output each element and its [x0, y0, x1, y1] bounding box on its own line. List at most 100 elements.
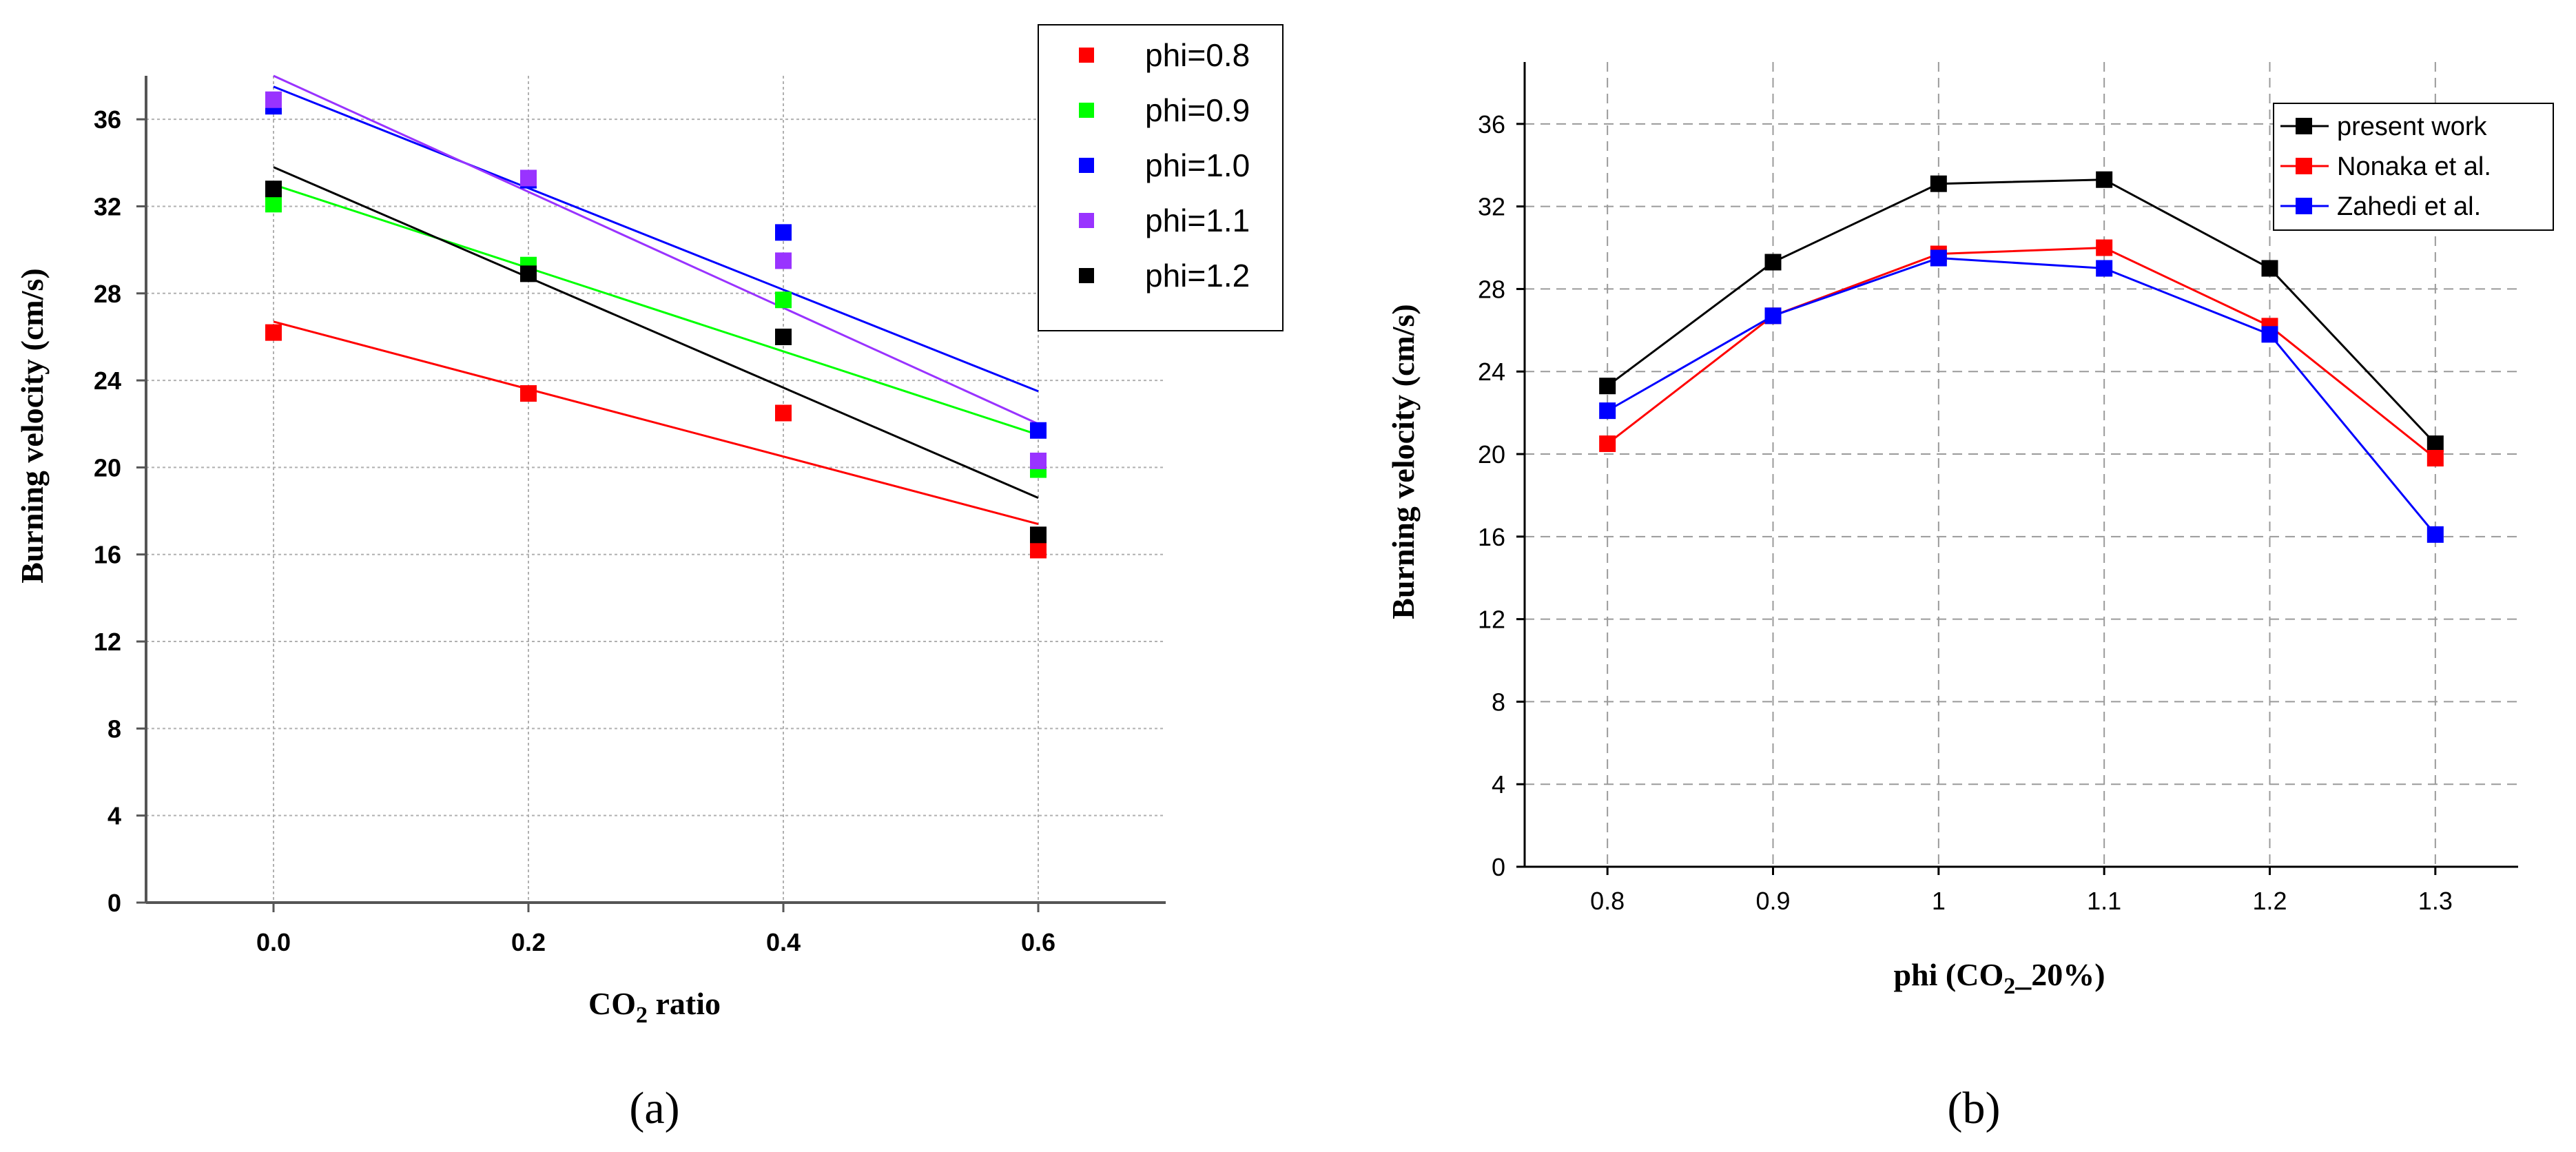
a-x-axis-title-sub: 2: [636, 1002, 648, 1028]
a-y-tick-label-3: 12: [94, 628, 121, 656]
a-legend-label-3: phi=1.1: [1145, 203, 1250, 238]
b-x-axis-title-sub: 2: [2003, 974, 2015, 999]
b-data-points: [1599, 171, 2444, 543]
a-point-3-2: [775, 252, 792, 269]
b-y-tick-label-0: 0: [1492, 853, 1505, 881]
a-legend-marker-3: [1079, 213, 1094, 228]
a-x-tick-label-2: 0.4: [766, 928, 801, 956]
a-axes: [136, 76, 1166, 912]
a-point-0-2: [775, 404, 792, 422]
b-series-line-2: [1607, 256, 2436, 535]
b-point-2-4: [2261, 326, 2278, 343]
a-fit-line-1: [273, 183, 1039, 436]
a-y-tick-label-2: 8: [107, 714, 121, 743]
b-y-tick-label-4: 16: [1478, 523, 1505, 551]
b-point-2-3: [2096, 260, 2113, 277]
a-y-tick-label-9: 36: [94, 105, 121, 134]
a-x-tick-label-0: 0.0: [256, 928, 291, 956]
a-legend-marker-4: [1079, 268, 1094, 283]
a-fit-line-3: [273, 74, 1039, 425]
b-point-1-0: [1599, 435, 1616, 453]
b-point-2-1: [1764, 307, 1782, 325]
b-y-tick-label-9: 36: [1478, 110, 1505, 138]
a-x-tick-label-3: 0.6: [1021, 928, 1055, 956]
b-series-line-1: [1607, 247, 2436, 460]
a-point-1-2: [775, 291, 792, 309]
a-y-tick-label-4: 16: [94, 541, 121, 569]
b-point-0-2: [1930, 175, 1947, 192]
b-point-0-5: [2426, 435, 2444, 453]
a-y-tick-label-5: 20: [94, 453, 121, 482]
a-y-tick-label-6: 24: [94, 367, 121, 395]
a-fit-line-0: [273, 320, 1039, 525]
a-x-axis-title: CO2 ratio: [588, 986, 721, 1028]
b-point-1-3: [2096, 239, 2113, 256]
b-y-tick-label-7: 28: [1478, 275, 1505, 303]
b-point-2-2: [1930, 249, 1947, 267]
a-point-2-2: [775, 224, 792, 241]
b-x-axis-title: phi (CO2_20%): [1893, 957, 2105, 999]
b-y-tick-label-5: 20: [1478, 440, 1505, 469]
chart-a: 0 4 8 12 16 20 24 28 32 36 0.0 0.2 0.4 0.6 Burning ve…: [14, 24, 1284, 1133]
a-point-3-3: [1030, 452, 1047, 469]
a-y-tick-label-8: 32: [94, 192, 121, 220]
b-x-axis-title-suffix: _20%): [2015, 957, 2105, 992]
a-point-4-0: [265, 181, 282, 198]
a-fit-line-4: [273, 166, 1039, 500]
b-y-tick-label-3: 12: [1478, 606, 1505, 634]
b-x-tick-label-3: 1.1: [2087, 887, 2121, 915]
b-point-2-0: [1599, 402, 1616, 420]
a-y-axis-title: Burning velocity (cm/s): [14, 268, 50, 583]
b-series-line-0: [1607, 178, 2436, 445]
a-y-tick-label-1: 4: [107, 802, 121, 830]
a-y-tick-label-7: 28: [94, 280, 121, 308]
b-legend-label-1: Nonaka et al.: [2337, 152, 2491, 181]
a-legend-marker-0: [1079, 48, 1094, 63]
b-point-0-4: [2261, 260, 2278, 277]
b-y-tick-label-2: 8: [1492, 688, 1505, 716]
b-y-axis-title: Burning velocity (cm/s): [1385, 304, 1421, 619]
a-fit-line-2: [273, 85, 1039, 393]
a-x-tick-label-1: 0.2: [511, 928, 546, 956]
b-point-0-1: [1764, 254, 1782, 271]
b-legend-label-2: Zahedi et al.: [2337, 192, 2481, 221]
b-x-tick-label-0: 0.8: [1590, 887, 1625, 915]
b-series-lines: [1607, 178, 2436, 535]
a-legend-marker-1: [1079, 103, 1094, 118]
a-fit-lines: [273, 74, 1039, 525]
b-y-tick-label-1: 4: [1492, 770, 1505, 799]
b-x-axis-title-base: phi (CO: [1893, 957, 2003, 992]
b-legend-marker-0: [2296, 118, 2312, 134]
b-legend: present work Nonaka et al. Zahedi et al.: [2273, 103, 2554, 231]
a-point-4-2: [775, 328, 792, 345]
a-point-2-3: [1030, 422, 1047, 439]
a-point-0-0: [265, 324, 282, 341]
a-data-points: [265, 91, 1047, 559]
a-point-0-3: [1030, 542, 1047, 559]
a-y-tick-label-0: 0: [107, 889, 121, 917]
b-caption: (b): [1948, 1083, 2001, 1133]
a-point-1-0: [265, 196, 282, 213]
a-legend-label-1: phi=0.9: [1145, 92, 1250, 128]
b-axes: [1516, 62, 2518, 875]
a-legend-label-0: phi=0.8: [1145, 37, 1250, 73]
b-x-tick-label-1: 0.9: [1755, 887, 1790, 915]
b-x-tick-label-2: 1: [1932, 887, 1946, 915]
a-legend-marker-2: [1079, 158, 1094, 173]
b-legend-marker-2: [2296, 198, 2312, 214]
a-point-0-1: [520, 385, 537, 402]
b-gridlines: [1525, 62, 2518, 867]
a-legend: phi=0.8 phi=0.9 phi=1.0 phi=1.1 phi=1.2: [1038, 24, 1284, 331]
a-point-3-0: [265, 91, 282, 108]
b-tick-labels: 0 4 8 12 16 20 24 28 32 36 0.8 0.9 1 1.1 1.2 1.3: [1478, 110, 2453, 915]
a-point-4-1: [520, 265, 537, 282]
b-y-tick-label-6: 24: [1478, 358, 1505, 386]
b-legend-label-0: present work: [2337, 112, 2488, 141]
b-x-tick-label-5: 1.3: [2418, 887, 2453, 915]
a-tick-labels: 0 4 8 12 16 20 24 28 32 36 0.0 0.2 0.4 0.6: [94, 105, 1055, 956]
b-point-1-5: [2426, 450, 2444, 467]
a-legend-label-2: phi=1.0: [1145, 147, 1250, 183]
b-point-0-0: [1599, 378, 1616, 395]
b-point-0-3: [2096, 171, 2113, 188]
